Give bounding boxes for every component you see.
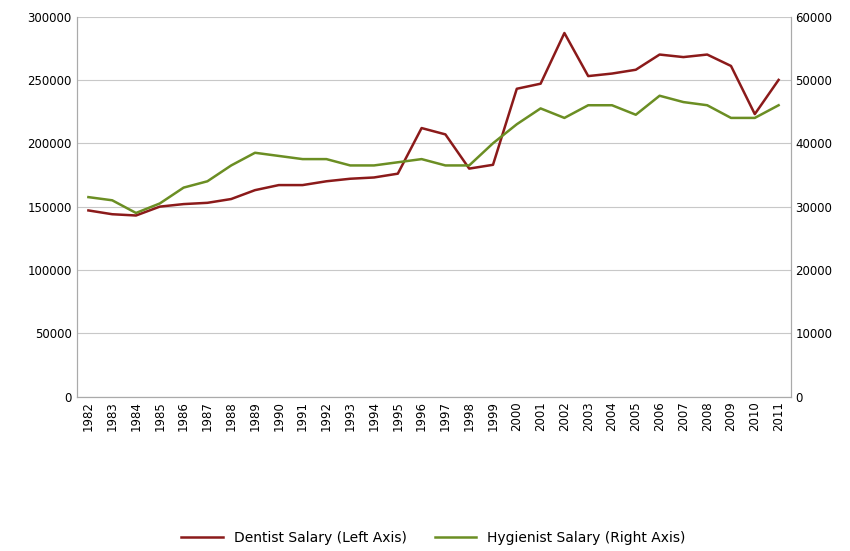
Dentist Salary (Left Axis) xyxy=(464,165,474,172)
Dentist Salary (Left Axis) xyxy=(393,170,403,177)
Line: Hygienist Salary (Right Axis): Hygienist Salary (Right Axis) xyxy=(88,96,779,213)
Hygienist Salary (Right Axis) xyxy=(512,121,522,128)
Dentist Salary (Left Axis) xyxy=(202,199,212,206)
Dentist Salary (Left Axis) xyxy=(250,187,260,193)
Dentist Salary (Left Axis) xyxy=(702,51,712,58)
Hygienist Salary (Right Axis) xyxy=(393,159,403,165)
Hygienist Salary (Right Axis) xyxy=(202,178,212,185)
Hygienist Salary (Right Axis) xyxy=(131,210,141,217)
Dentist Salary (Left Axis) xyxy=(678,54,689,61)
Dentist Salary (Left Axis) xyxy=(83,207,94,214)
Dentist Salary (Left Axis) xyxy=(607,70,617,77)
Hygienist Salary (Right Axis) xyxy=(678,99,689,105)
Dentist Salary (Left Axis) xyxy=(488,161,498,168)
Dentist Salary (Left Axis) xyxy=(583,73,593,79)
Line: Dentist Salary (Left Axis): Dentist Salary (Left Axis) xyxy=(88,33,779,215)
Dentist Salary (Left Axis) xyxy=(536,80,546,87)
Dentist Salary (Left Axis) xyxy=(559,30,570,36)
Hygienist Salary (Right Axis) xyxy=(321,156,332,163)
Hygienist Salary (Right Axis) xyxy=(107,197,117,204)
Hygienist Salary (Right Axis) xyxy=(416,156,427,163)
Dentist Salary (Left Axis) xyxy=(750,111,760,117)
Dentist Salary (Left Axis) xyxy=(512,85,522,92)
Hygienist Salary (Right Axis) xyxy=(583,102,593,109)
Dentist Salary (Left Axis) xyxy=(321,178,332,185)
Hygienist Salary (Right Axis) xyxy=(607,102,617,109)
Hygienist Salary (Right Axis) xyxy=(440,162,450,169)
Hygienist Salary (Right Axis) xyxy=(178,184,189,191)
Hygienist Salary (Right Axis) xyxy=(226,162,236,169)
Dentist Salary (Left Axis) xyxy=(774,77,784,83)
Hygienist Salary (Right Axis) xyxy=(250,149,260,156)
Hygienist Salary (Right Axis) xyxy=(702,102,712,109)
Hygienist Salary (Right Axis) xyxy=(750,115,760,121)
Hygienist Salary (Right Axis) xyxy=(298,156,308,163)
Dentist Salary (Left Axis) xyxy=(369,174,379,181)
Legend: Dentist Salary (Left Axis), Hygienist Salary (Right Axis): Dentist Salary (Left Axis), Hygienist Sa… xyxy=(176,525,691,550)
Hygienist Salary (Right Axis) xyxy=(488,140,498,147)
Dentist Salary (Left Axis) xyxy=(298,182,308,188)
Hygienist Salary (Right Axis) xyxy=(654,93,665,99)
Dentist Salary (Left Axis) xyxy=(107,211,117,218)
Dentist Salary (Left Axis) xyxy=(416,125,427,131)
Dentist Salary (Left Axis) xyxy=(440,131,450,138)
Hygienist Salary (Right Axis) xyxy=(464,162,474,169)
Hygienist Salary (Right Axis) xyxy=(274,153,284,159)
Hygienist Salary (Right Axis) xyxy=(536,105,546,112)
Hygienist Salary (Right Axis) xyxy=(345,162,355,169)
Hygienist Salary (Right Axis) xyxy=(631,111,641,118)
Hygienist Salary (Right Axis) xyxy=(774,102,784,109)
Hygienist Salary (Right Axis) xyxy=(559,115,570,121)
Dentist Salary (Left Axis) xyxy=(726,63,736,69)
Dentist Salary (Left Axis) xyxy=(155,203,165,210)
Dentist Salary (Left Axis) xyxy=(178,201,189,207)
Hygienist Salary (Right Axis) xyxy=(155,200,165,207)
Dentist Salary (Left Axis) xyxy=(345,175,355,182)
Dentist Salary (Left Axis) xyxy=(226,196,236,202)
Dentist Salary (Left Axis) xyxy=(131,212,141,219)
Dentist Salary (Left Axis) xyxy=(654,51,665,58)
Dentist Salary (Left Axis) xyxy=(631,67,641,73)
Hygienist Salary (Right Axis) xyxy=(83,194,94,201)
Dentist Salary (Left Axis) xyxy=(274,182,284,188)
Hygienist Salary (Right Axis) xyxy=(726,115,736,121)
Hygienist Salary (Right Axis) xyxy=(369,162,379,169)
